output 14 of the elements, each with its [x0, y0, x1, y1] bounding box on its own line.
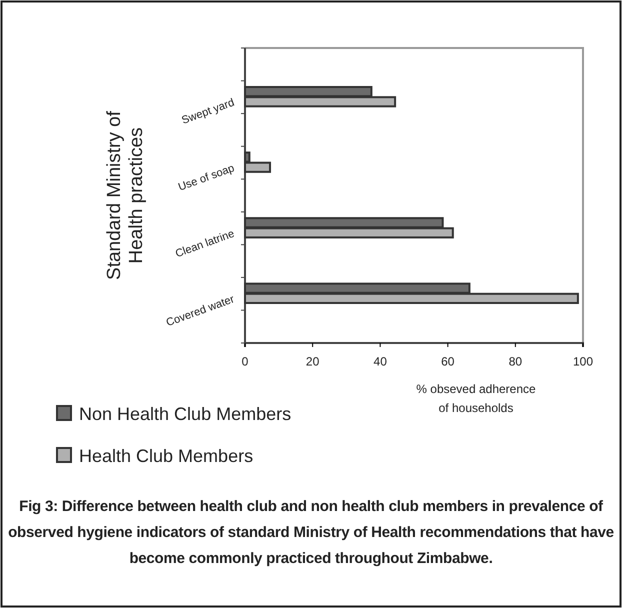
x-tick-label: 60	[441, 354, 455, 369]
y-tick-label: Use of soap	[176, 162, 236, 194]
x-tick-label: 100	[572, 354, 594, 369]
y-tick-label: Swept yard	[180, 96, 236, 127]
x-tick-label: 40	[374, 354, 388, 369]
y-tick-label: Clean latrine	[174, 228, 236, 260]
caption: Fig 3: Difference between health club and non health club members in prevalence of observed hygiene indicators of standard Ministry of Health recommendations that have become commonly practiced throughout Zimbabwe.	[7, 497, 615, 569]
x-tick-label: 0	[242, 354, 249, 369]
legend-label: Health Club Members	[79, 446, 254, 466]
x-tick-label: 20	[306, 354, 320, 369]
x-axis-title: % obseved adherence of households	[416, 382, 536, 416]
legend-label: Non Health Club Members	[79, 404, 292, 424]
x-tick-label: 80	[508, 354, 522, 369]
y-axis-title: Standard Ministry of Health practices	[104, 110, 147, 280]
